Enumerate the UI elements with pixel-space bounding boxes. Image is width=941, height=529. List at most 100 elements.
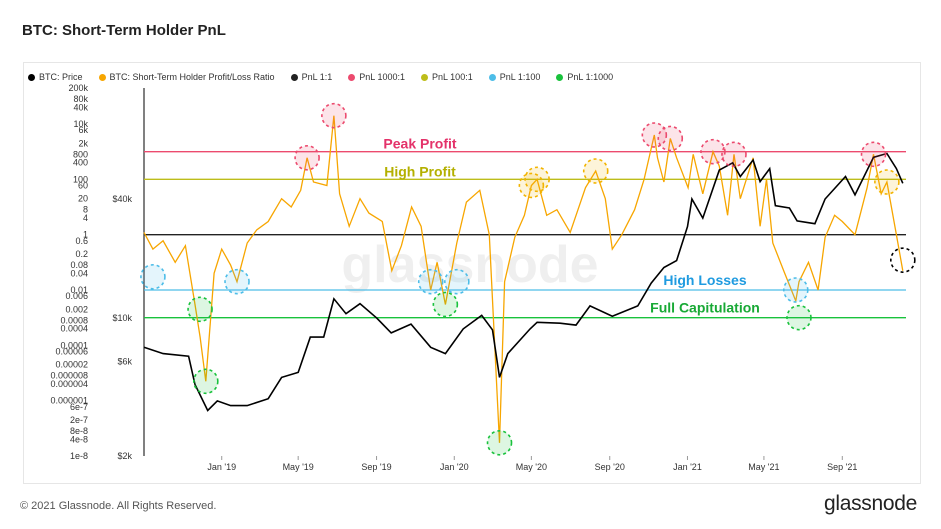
annotation-label: High Losses (663, 272, 746, 288)
y-left-tick-label: 0.000004 (50, 379, 88, 389)
y-left-tick-label: 0.04 (70, 268, 88, 278)
highlight-circle (518, 172, 545, 199)
y-left-tick-label: 0.000008 (50, 371, 88, 381)
legend-item[interactable]: PnL 1:1 (290, 70, 333, 84)
y-left-tick-label: 6e-7 (70, 402, 88, 412)
y-left-tick-label: 2k (78, 138, 88, 148)
highlight-circle (582, 158, 609, 184)
highlight-circle (874, 169, 900, 195)
legend-dot-icon (290, 73, 298, 81)
legend-item[interactable]: PnL 1:100 (488, 70, 541, 84)
legend-label: PnL 1:1 (301, 72, 333, 82)
highlight-circle (187, 296, 213, 323)
y-left-tick-label: 60 (78, 180, 88, 190)
y-left-tick-label: 0.08 (70, 260, 88, 270)
x-tick-label: Jan '19 (207, 462, 236, 472)
y-left-tick-label: 20 (78, 194, 88, 204)
highlight-circle (193, 368, 219, 395)
legend-dot-icon (28, 73, 35, 81)
y-left-tick-label: 200k (68, 83, 88, 93)
legend-dot-icon (98, 73, 106, 81)
y-left-tick-label: 0.002 (65, 304, 88, 314)
x-tick-label: Jan '21 (673, 462, 702, 472)
chart-frame (23, 62, 921, 484)
y-left-tick-label: 1 (83, 230, 88, 240)
legend-item[interactable]: PnL 100:1 (421, 70, 473, 84)
highlight-circle (140, 263, 166, 290)
y-left-tick-label: 8 (83, 205, 88, 215)
x-tick-label: Jan '20 (440, 462, 469, 472)
legend-item[interactable]: BTC: Price (28, 70, 83, 84)
highlight-circle (432, 291, 459, 318)
copyright: © 2021 Glassnode. All Rights Reserved. (20, 500, 217, 512)
y-left-tick-label: 40k (73, 102, 88, 112)
chart-title: BTC: Short-Term Holder PnL (22, 22, 226, 39)
y-left-tick-label: 0.000001 (50, 396, 88, 406)
y-left-tick-label: 0.00006 (55, 346, 88, 356)
x-tick-label: May '19 (283, 462, 314, 472)
series-btc-price (143, 152, 904, 412)
legend-label: PnL 1000:1 (359, 72, 405, 82)
highlight-circle (786, 304, 812, 331)
y-left-tick-label: 6k (78, 125, 88, 135)
y-left-tick-label: 1e-8 (70, 451, 88, 461)
legend-label: PnL 100:1 (432, 72, 473, 82)
y-left-tick-label: 800 (73, 149, 88, 159)
y-left-tick-label: 0.0008 (60, 315, 88, 325)
y-left-tick-label: 0.6 (75, 236, 88, 246)
y-left-tick-label: 400 (73, 158, 88, 168)
highlight-circle (444, 268, 470, 295)
y-left-tick-label: 0.0004 (60, 324, 88, 334)
chart-legend: BTC: Price BTC: Short-Term Holder Profit/… (28, 70, 613, 84)
legend-dot-icon (348, 73, 356, 81)
y-left-tick-label: 4e-8 (70, 434, 88, 444)
x-tick-label: Sep '19 (361, 462, 391, 472)
y-left-tick-label: 8e-8 (70, 426, 88, 436)
legend-label: PnL 1:100 (499, 72, 541, 82)
legend-label: BTC: Short-Term Holder Profit/Loss Ratio (109, 72, 275, 82)
highlight-circle (721, 141, 747, 168)
legend-label: PnL 1:1000 (567, 72, 614, 82)
highlight-circle (700, 138, 726, 165)
highlight-circle (417, 268, 444, 295)
x-tick-label: May '20 (516, 462, 547, 472)
x-tick-label: Sep '21 (827, 462, 857, 472)
watermark-text: glassnode (341, 236, 598, 294)
y-price-tick-label: $2k (117, 451, 132, 461)
y-left-tick-label: 10k (73, 119, 88, 129)
legend-dot-icon (421, 73, 428, 81)
y-left-tick-label: 4 (83, 213, 88, 223)
annotation-label: High Profit (384, 163, 456, 179)
y-left-tick-label: 0.01 (70, 285, 88, 295)
y-price-tick-label: $6k (117, 357, 132, 367)
x-tick-label: Sep '20 (595, 462, 625, 472)
highlight-circle (294, 145, 320, 171)
y-left-tick-label: 100 (73, 174, 88, 184)
y-left-tick-label: 2e-7 (70, 415, 88, 425)
legend-label: BTC: Price (39, 72, 83, 82)
legend-item[interactable]: PnL 1000:1 (348, 70, 405, 84)
highlight-circle (321, 102, 347, 129)
y-price-tick-label: $10k (112, 313, 132, 323)
annotation-label: Full Capitulation (650, 300, 760, 316)
y-left-tick-label: 0.0001 (60, 340, 88, 350)
y-price-tick-label: $40k (112, 194, 132, 204)
annotation-label: Peak Profit (383, 136, 456, 152)
legend-dot-icon (556, 73, 564, 81)
legend-item[interactable]: BTC: Short-Term Holder Profit/Loss Ratio (98, 70, 275, 84)
y-left-tick-label: 80k (73, 94, 88, 104)
highlight-circle (486, 429, 513, 456)
x-tick-label: May '21 (748, 462, 779, 472)
highlight-circle (641, 122, 668, 148)
highlight-circle (860, 141, 887, 168)
legend-item[interactable]: PnL 1:1000 (556, 70, 613, 84)
series-stph-pnl-ratio (143, 115, 904, 443)
y-left-tick-label: 0.00002 (55, 360, 88, 370)
highlight-circle (782, 277, 809, 303)
glassnode-logo[interactable]: glassnode (823, 492, 917, 515)
legend-dot-icon (488, 73, 496, 81)
highlight-circle (657, 125, 684, 152)
highlight-circle (224, 268, 250, 295)
y-left-tick-label: 0.006 (65, 291, 88, 301)
